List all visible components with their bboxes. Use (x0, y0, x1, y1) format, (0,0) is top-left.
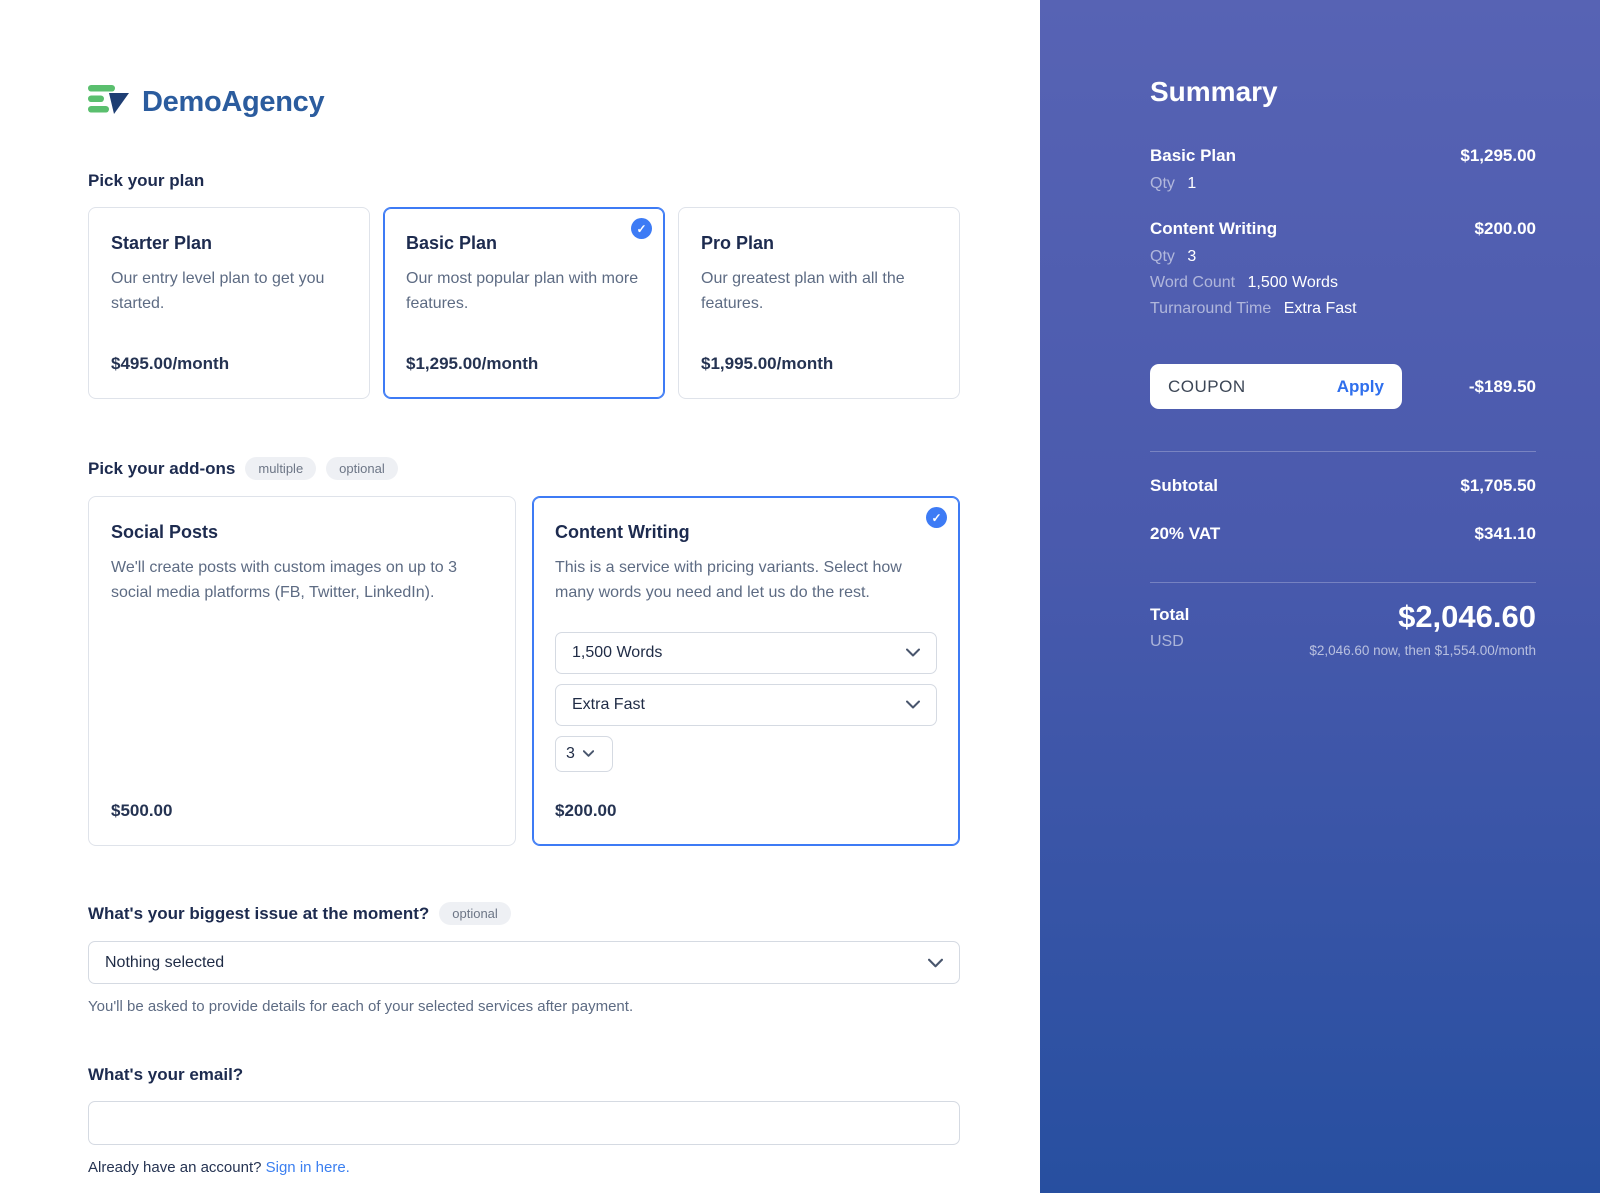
multiple-badge: multiple (245, 457, 317, 480)
plan-name: Pro Plan (701, 233, 775, 253)
detail-value: 3 (1187, 248, 1197, 265)
summary-title: Summary (1150, 76, 1278, 107)
total-block: Total USD $2,046.60 $2,046.60 now, then … (1150, 599, 1536, 658)
brand-header: DemoAgency (88, 82, 960, 123)
detail-value: Extra Fast (1283, 300, 1357, 317)
turnaround-value: Extra Fast (572, 695, 645, 713)
quantity-value: 3 (566, 744, 575, 762)
plan-card-basic[interactable]: ✓ Basic Plan Our most popular plan with … (383, 207, 665, 399)
coupon-box: Apply (1150, 364, 1402, 409)
issue-helper-text: You'll be asked to provide details for e… (88, 998, 634, 1015)
selected-check-icon: ✓ (631, 218, 652, 239)
addon-description: We'll create posts with custom images on… (111, 559, 458, 601)
plan-section-title: Pick your plan (88, 171, 205, 190)
brand-name: DemoAgency (142, 86, 325, 118)
total-currency: USD (1150, 633, 1184, 650)
total-label: Total (1150, 605, 1190, 624)
word-count-value: 1,500 Words (572, 643, 663, 661)
summary-item-name: Content Writing (1150, 219, 1278, 238)
summary-item-price: $200.00 (1474, 219, 1536, 238)
issue-section-title: What's your biggest issue at the moment? (88, 903, 430, 923)
email-field[interactable] (88, 1101, 960, 1145)
subtotal-value: $1,705.50 (1460, 476, 1536, 495)
coupon-discount: -$189.50 (1468, 376, 1536, 396)
detail-label: Word Count (1150, 274, 1236, 291)
summary-item-price: $1,295.00 (1460, 146, 1536, 165)
summary-panel: Summary Basic Plan $1,295.00 Qty 1 Conte… (1040, 0, 1600, 1193)
total-note: $2,046.60 now, then $1,554.00/month (1309, 643, 1536, 658)
selected-check-icon: ✓ (926, 507, 947, 528)
summary-divider (1150, 582, 1536, 583)
detail-label: Turnaround Time (1150, 300, 1272, 317)
optional-badge: optional (326, 457, 398, 480)
chevron-down-icon (582, 750, 594, 757)
word-count-select[interactable]: 1,500 Words (555, 631, 937, 674)
quantity-select[interactable]: 3 (555, 735, 613, 772)
detail-label: Qty (1150, 175, 1175, 192)
plan-card-pro[interactable]: Pro Plan Our greatest plan with all the … (678, 207, 960, 399)
subtotal-label: Subtotal (1150, 476, 1218, 495)
checkout-form-panel: DemoAgency Pick your plan Starter Plan O… (88, 82, 960, 1176)
detail-value: 1,500 Words (1247, 274, 1338, 291)
total-amount: $2,046.60 (1398, 599, 1536, 634)
summary-item-basic-plan: Basic Plan $1,295.00 Qty 1 (1150, 146, 1536, 193)
optional-badge: optional (439, 902, 511, 925)
detail-value: 1 (1187, 175, 1197, 192)
account-prompt: Already have an account? Sign in here. (88, 1159, 350, 1176)
addon-grid: Social Posts We'll create posts with cus… (88, 496, 960, 846)
detail-label: Qty (1150, 248, 1175, 265)
plan-description: Our greatest plan with all the features. (701, 270, 905, 312)
coupon-input[interactable] (1168, 376, 1298, 397)
plan-name: Starter Plan (111, 233, 213, 253)
chevron-down-icon (928, 958, 943, 968)
vat-value: $341.10 (1474, 524, 1536, 543)
addon-name: Content Writing (555, 522, 690, 542)
summary-divider (1150, 451, 1536, 452)
addons-section-title: Pick your add-ons (88, 458, 236, 478)
coupon-apply-button[interactable]: Apply (1336, 376, 1384, 396)
addon-description: This is a service with pricing variants.… (555, 559, 902, 601)
summary-item-name: Basic Plan (1150, 146, 1236, 165)
chevron-down-icon (906, 648, 920, 657)
issue-select[interactable]: Nothing selected (88, 941, 960, 984)
addon-card-content-writing[interactable]: ✓ Content Writing This is a service with… (532, 496, 960, 846)
chevron-down-icon (906, 700, 920, 709)
summary-item-content-writing: Content Writing $200.00 Qty 3 Word Count… (1150, 219, 1536, 318)
addon-price: $200.00 (555, 801, 617, 820)
totals-section: Subtotal $1,705.50 20% VAT $341.10 (1150, 476, 1536, 544)
email-section-title: What's your email? (88, 1065, 244, 1084)
plan-description: Our most popular plan with more features… (406, 270, 639, 312)
vat-label: 20% VAT (1150, 524, 1221, 543)
plan-price: $495.00/month (111, 354, 230, 373)
addon-price: $500.00 (111, 801, 173, 820)
plan-grid: Starter Plan Our entry level plan to get… (88, 207, 960, 399)
addon-name: Social Posts (111, 522, 219, 542)
brand-logo-icon (88, 82, 130, 123)
plan-card-starter[interactable]: Starter Plan Our entry level plan to get… (88, 207, 370, 399)
plan-price: $1,295.00/month (406, 354, 539, 373)
addon-card-social-posts[interactable]: Social Posts We'll create posts with cus… (88, 496, 516, 846)
plan-description: Our entry level plan to get you started. (111, 270, 325, 312)
sign-in-link[interactable]: Sign in here. (265, 1159, 350, 1176)
plan-price: $1,995.00/month (701, 354, 834, 373)
turnaround-select[interactable]: Extra Fast (555, 683, 937, 726)
issue-select-value: Nothing selected (105, 953, 225, 971)
plan-name: Basic Plan (406, 233, 498, 253)
coupon-row: Apply -$189.50 (1150, 364, 1536, 409)
